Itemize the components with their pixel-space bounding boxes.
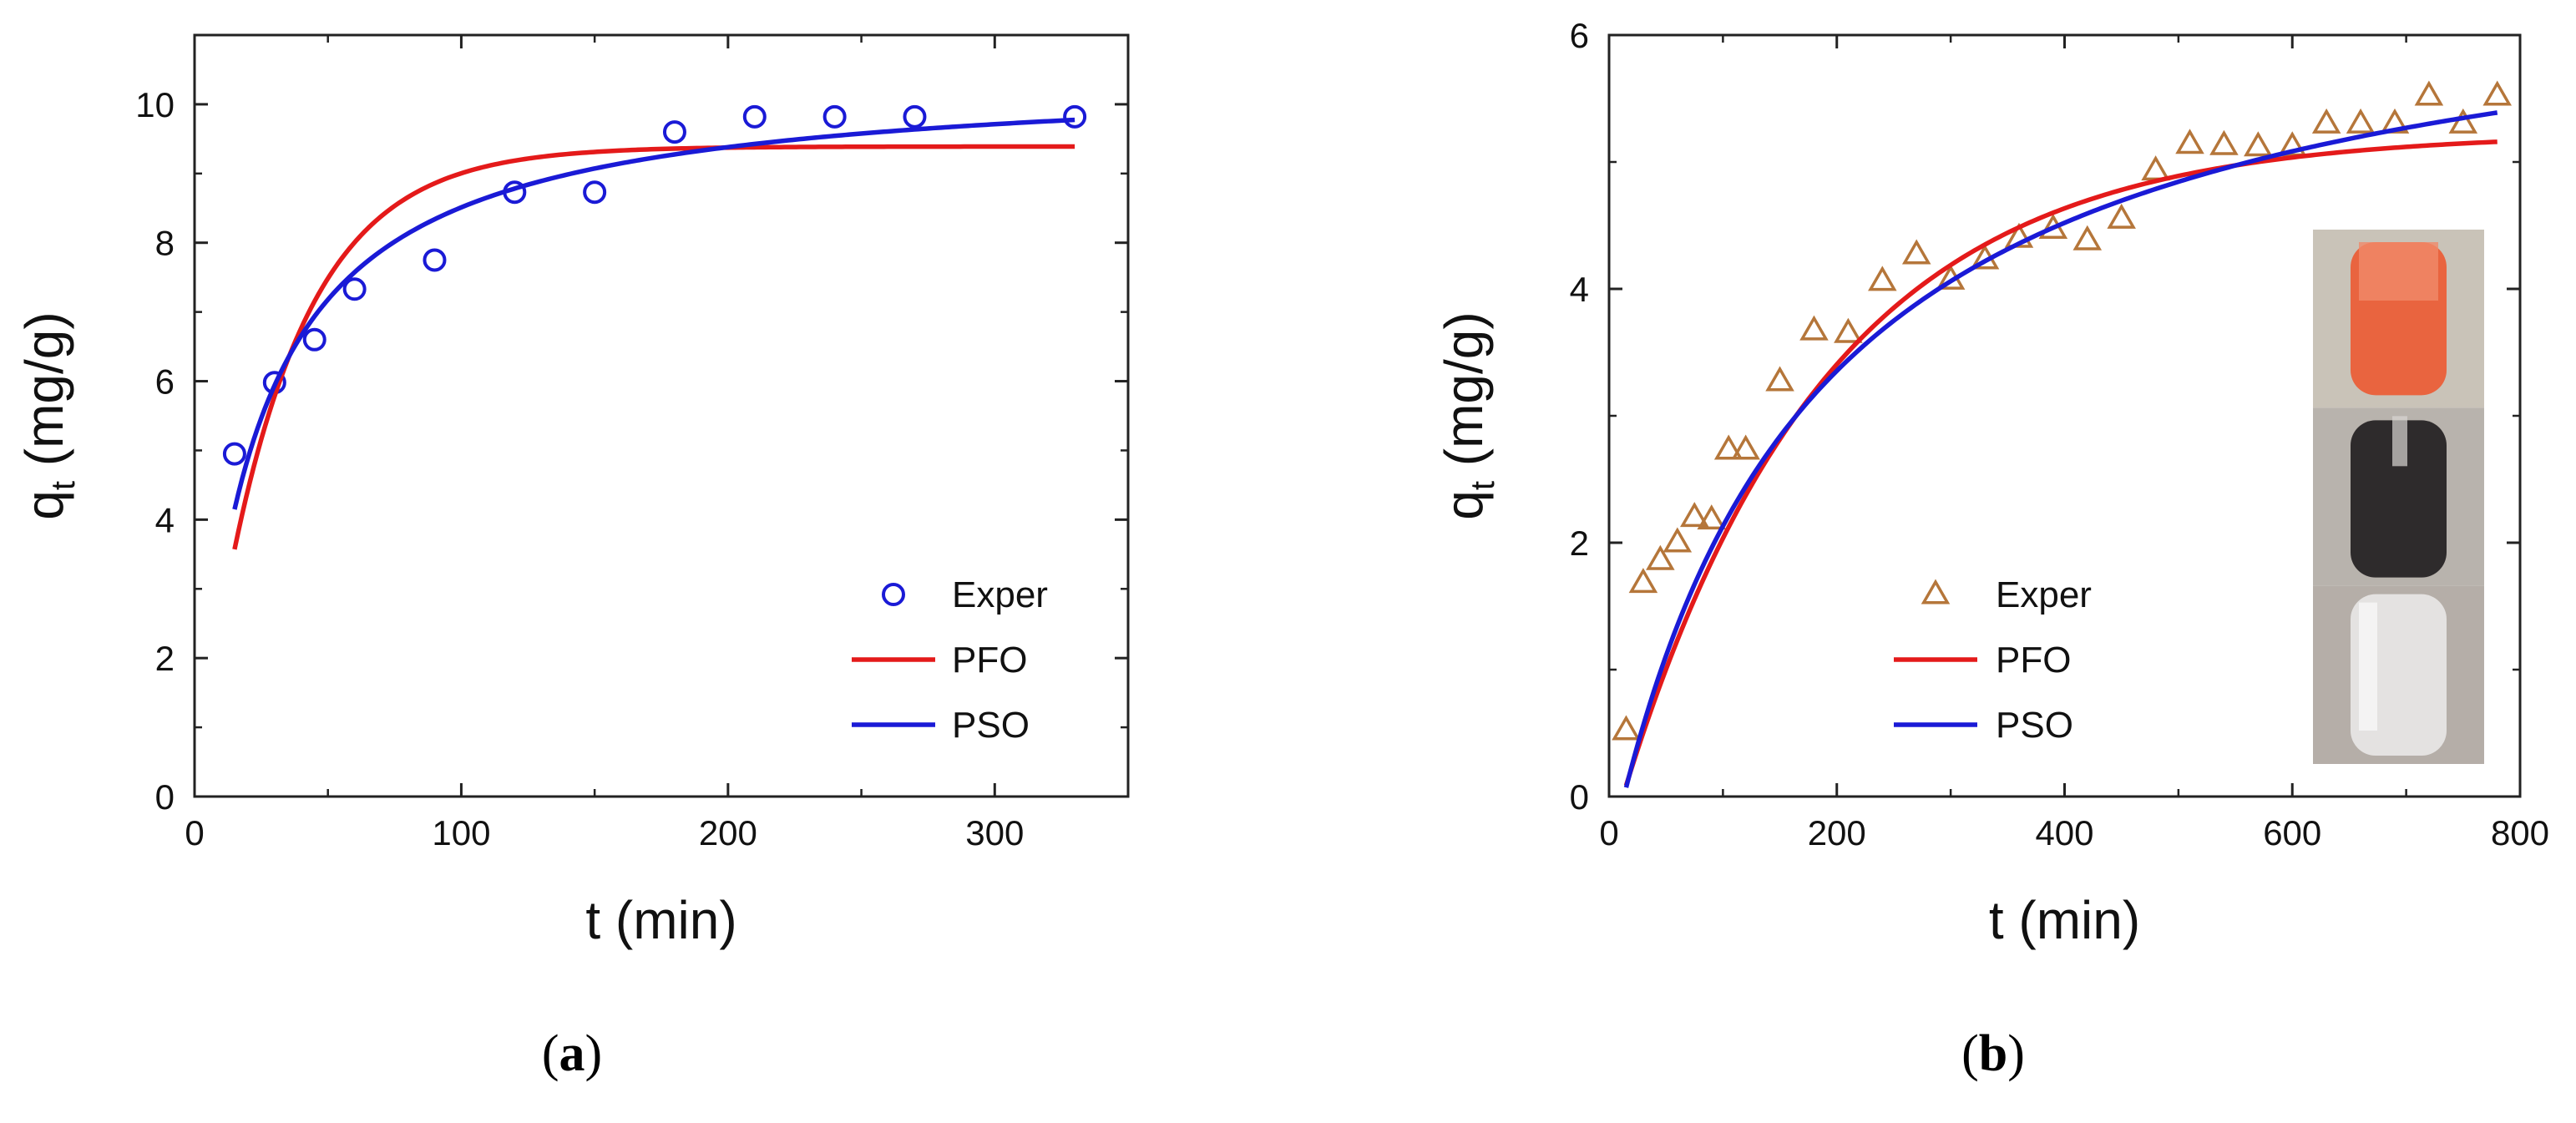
vial-dark-suspension	[2351, 420, 2447, 578]
caption-close-paren: )	[585, 1025, 603, 1082]
data-point	[2482, 80, 2513, 106]
caption-open-paren: (	[542, 1025, 559, 1082]
panel-caption: (b)	[1961, 1025, 2025, 1082]
data-point	[1612, 715, 1641, 741]
x-tick-label: 300	[965, 813, 1024, 852]
data-point	[2072, 225, 2103, 250]
legend-pso-label: PSO	[1996, 705, 2073, 746]
panel-b: 0 200 400 600 800 0 2 4 6 t (min) qt (mg/g) Exper PF…	[1434, 16, 2549, 1082]
panel-caption: (a)	[542, 1025, 602, 1082]
y-tick-label: 4	[1570, 270, 1589, 309]
data-point	[302, 327, 326, 352]
x-axis-title: t (min)	[1989, 890, 2140, 950]
vial-photo-inset	[2313, 230, 2484, 764]
y-tick-label: 2	[1570, 524, 1589, 563]
data-point	[2107, 203, 2136, 229]
caption-open-paren: (	[1961, 1025, 1979, 1082]
data-point	[2244, 131, 2273, 157]
data-point	[903, 104, 927, 129]
x-tick-label: 800	[2491, 813, 2549, 852]
plot-frame	[193, 33, 1130, 798]
x-tick-label: 0	[1599, 813, 1618, 852]
data-point	[1063, 104, 1087, 129]
data-point	[662, 120, 686, 144]
series-pso-curve	[232, 117, 1075, 510]
data-point	[1765, 366, 1794, 392]
data-point	[822, 104, 847, 129]
data-point	[2004, 222, 2034, 248]
x-tick-label: 400	[2035, 813, 2093, 852]
series-pso-curve	[1623, 110, 2498, 788]
x-tick-label: 0	[185, 813, 204, 852]
y-tick-label: 2	[155, 639, 175, 678]
legend-pfo-label: PFO	[1996, 640, 2071, 680]
legend-exper-label: Exper	[952, 574, 1048, 615]
y-axis-title: qt (mg/g)	[14, 311, 82, 519]
data-point	[2414, 80, 2444, 106]
data-point	[1646, 544, 1675, 570]
vial-dark-glint	[2392, 416, 2407, 467]
data-point	[423, 248, 447, 272]
panel-a: 0 100 200 300 0 2 4 6 8 10 t (min) qt (mg/g) Exper PF…	[14, 33, 1130, 1082]
legend-pfo-label: PFO	[952, 640, 1027, 680]
y-tick-label: 0	[155, 777, 175, 817]
x-axis-title: t (min)	[585, 890, 736, 950]
data-point	[342, 277, 367, 301]
y-axis-title-unit: (mg/g)	[14, 311, 74, 481]
y-tick-label: 6	[155, 362, 175, 402]
data-point	[583, 180, 607, 205]
caption-letter: b	[1979, 1025, 2007, 1082]
y-tick-label: 4	[155, 500, 175, 539]
x-tick-label: 100	[432, 813, 490, 852]
data-point	[1834, 317, 1863, 343]
series-pfo-curve	[1623, 139, 2498, 787]
y-axis-title-subscript: t	[1465, 481, 1501, 490]
x-tick-label: 600	[2263, 813, 2321, 852]
x-tick-label: 200	[699, 813, 757, 852]
caption-letter: a	[559, 1025, 585, 1082]
x-tick-label: 200	[1808, 813, 1866, 852]
data-point	[1713, 434, 1743, 460]
y-axis-title-main: q	[14, 490, 74, 520]
data-point	[2346, 108, 2376, 134]
vial-orange-highlight	[2359, 242, 2438, 301]
data-point	[742, 104, 767, 129]
data-point	[1799, 315, 1829, 341]
legend-pso-label: PSO	[952, 705, 1030, 746]
legend-exper-marker	[1921, 579, 1951, 604]
data-point	[2209, 129, 2239, 155]
data-point	[1868, 266, 1897, 291]
data-point	[1680, 502, 1709, 528]
series-pfo-curve	[232, 144, 1075, 550]
y-axis-title-subscript: t	[45, 481, 82, 490]
data-point	[2141, 155, 2170, 181]
caption-close-paren: )	[2007, 1025, 2025, 1082]
data-point	[2277, 131, 2307, 157]
legend-exper-label: Exper	[1996, 574, 2092, 615]
data-point	[1663, 527, 1693, 553]
data-point	[1731, 434, 1760, 460]
data-point	[2175, 129, 2204, 154]
data-point	[222, 442, 246, 466]
y-tick-label: 6	[1570, 16, 1589, 55]
legend-exper-marker	[882, 583, 905, 606]
y-tick-label: 0	[1570, 777, 1589, 817]
y-tick-label: 10	[135, 85, 175, 124]
data-point	[2311, 108, 2341, 134]
data-point	[2448, 108, 2478, 134]
data-point	[1901, 239, 1931, 265]
y-axis-title-main: q	[1434, 490, 1494, 520]
y-axis-title: qt (mg/g)	[1434, 311, 1501, 519]
vial-clear-glint	[2359, 602, 2377, 731]
y-axis-title-unit: (mg/g)	[1434, 311, 1494, 481]
data-point	[1628, 568, 1658, 594]
y-tick-label: 8	[155, 224, 175, 263]
data-point	[1697, 504, 1727, 530]
